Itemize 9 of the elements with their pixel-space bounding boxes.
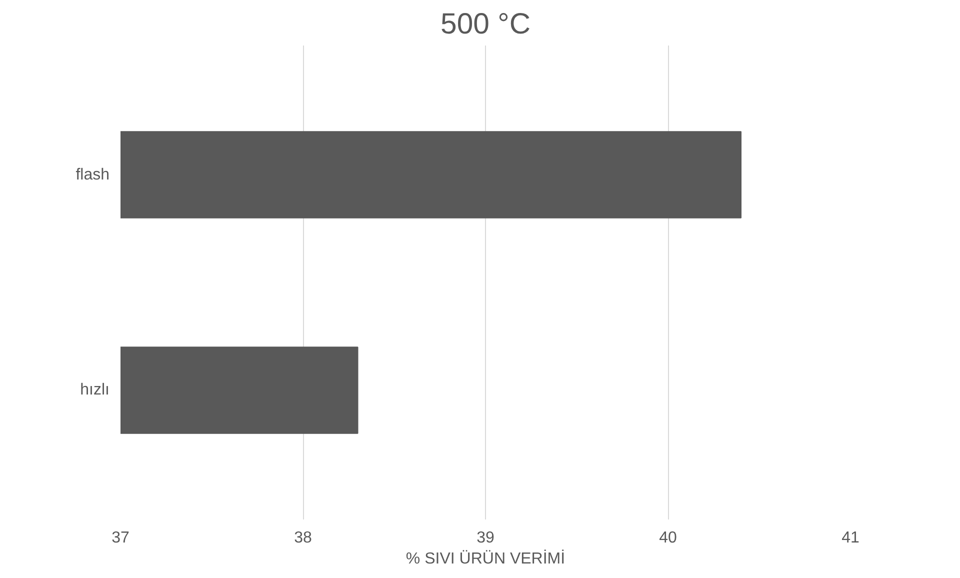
x-tick-label: 39 [476,530,494,546]
x-tick-label: 41 [842,530,860,546]
x-axis-title: % SIVI ÜRÜN VERİMİ [406,550,566,568]
x-tick-label: 40 [659,530,677,546]
x-tick-label: 38 [294,530,312,546]
y-tick-label: flash [76,166,110,184]
x-tick-label: 37 [112,530,130,546]
chart-title: 500 °C [440,8,531,40]
y-tick-label: hızlı [80,382,110,399]
